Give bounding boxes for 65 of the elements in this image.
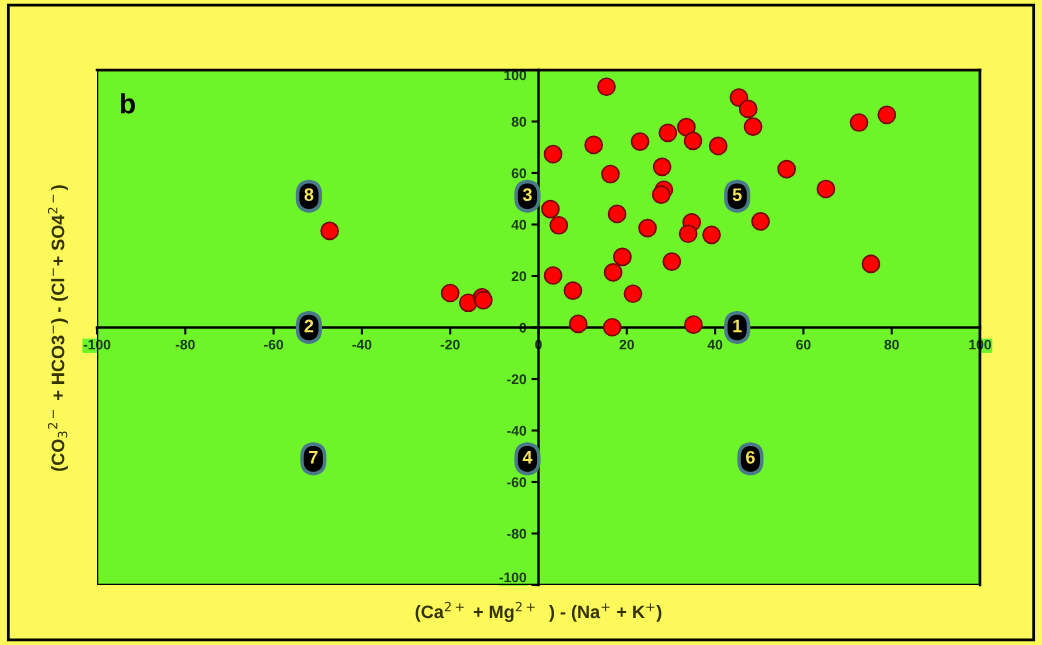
annotation: 6 (746, 450, 755, 464)
point (683, 131, 703, 151)
x-tick-label: 40 (707, 339, 723, 350)
annotation: 2 (304, 319, 314, 333)
y-tick-label: 60 (511, 168, 527, 179)
point (702, 225, 721, 245)
point (549, 215, 569, 235)
y-tick-label: 80 (511, 116, 527, 127)
point (816, 179, 836, 199)
x-tick-label: 80 (884, 339, 899, 350)
annotation: 4 (522, 451, 533, 464)
annotation: 7 (309, 451, 318, 464)
text: b (120, 93, 135, 114)
point (623, 284, 643, 304)
text: (Ca$^{2+}$ + Mg$^{2+}$ ) - (Na$^{+}$ + K$^{+}$) (415, 601, 662, 622)
point (662, 252, 682, 271)
y-tick-label: 100 (504, 70, 527, 81)
point (677, 117, 696, 137)
annotation: 8 (304, 188, 314, 202)
point (861, 254, 881, 274)
y-tick-label: 40 (511, 219, 527, 230)
point (638, 218, 657, 238)
point (613, 247, 632, 267)
point (541, 199, 560, 219)
point (684, 315, 703, 335)
point (597, 77, 616, 97)
point (777, 159, 796, 179)
point (651, 185, 671, 204)
point (658, 123, 678, 143)
point (708, 136, 728, 156)
point (751, 212, 770, 231)
point (652, 157, 672, 177)
point (584, 135, 604, 155)
point (849, 113, 869, 132)
y-tick-label: 20 (511, 271, 527, 282)
x-tick-label: 60 (796, 339, 811, 350)
point (601, 164, 620, 184)
y-tick-label: -40 (507, 425, 527, 436)
point (543, 266, 563, 285)
point (603, 263, 623, 282)
point (738, 99, 758, 119)
point (877, 105, 897, 125)
text: (CO$_{3}$$^{2−}$ + HCO3$^{−}$) - (Cl$^{−}$+ SO4$^{2−}$) (47, 185, 68, 471)
y-tick-label: -20 (507, 374, 527, 385)
x-tick-label: -60 (264, 339, 284, 350)
point (602, 317, 622, 337)
point (543, 144, 563, 164)
y-tick-label: -60 (507, 477, 527, 488)
point (678, 224, 698, 244)
y-tick-label: -80 (507, 528, 527, 539)
point (563, 281, 583, 301)
x-tick-label: -40 (352, 339, 372, 350)
x-tick-label: -80 (175, 339, 195, 350)
point (568, 314, 588, 334)
point (630, 132, 650, 151)
point (607, 204, 627, 224)
annotation: 5 (732, 188, 742, 202)
y-tick-label: -100 (499, 572, 527, 583)
annotation: 3 (522, 188, 532, 202)
point (743, 117, 763, 136)
point (320, 221, 340, 241)
x-tick-label: 20 (619, 339, 634, 350)
point (440, 283, 460, 303)
x-tick-label: -20 (440, 339, 460, 350)
annotation: 1 (733, 319, 742, 333)
